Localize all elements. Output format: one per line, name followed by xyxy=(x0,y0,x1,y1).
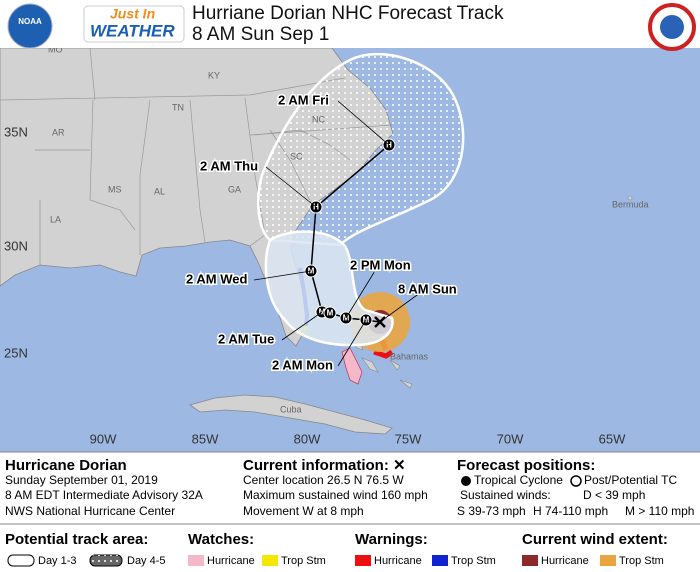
swatch xyxy=(355,555,371,566)
current-heading: Current information: ✕ xyxy=(243,457,406,474)
place-label: Bahamas xyxy=(390,351,429,361)
place-label: Bermuda xyxy=(612,199,649,209)
info-text: H 74-110 mph xyxy=(533,504,608,518)
logo-text: WEATHER xyxy=(90,21,175,40)
logo-text: Just In xyxy=(110,6,155,22)
place-label: AL xyxy=(154,186,165,196)
swatch xyxy=(7,554,35,567)
legend-item: Trop Stm xyxy=(451,555,496,567)
lat-label: 30N xyxy=(4,238,28,253)
title: Hurriane Dorian NHC Forecast Track xyxy=(192,3,504,24)
info-text: Post/Potential TC xyxy=(584,473,677,487)
info-text: Sunday September 01, 2019 xyxy=(5,473,158,487)
legend-item: Hurricane xyxy=(207,555,255,567)
nws-logo-inner xyxy=(660,15,684,39)
track-point-label: M xyxy=(319,308,326,317)
info-text: M > 110 mph xyxy=(625,504,694,518)
place-label: SC xyxy=(290,151,303,161)
place-label: KY xyxy=(208,70,220,80)
legend-heading: Warnings: xyxy=(355,531,428,548)
swatch xyxy=(600,555,616,566)
place-label: TN xyxy=(172,102,184,112)
logo-box xyxy=(83,5,185,43)
legend-heading: Current wind extent: xyxy=(522,531,668,548)
lat-label: 25N xyxy=(4,345,28,360)
swatch xyxy=(522,555,538,566)
lon-label: 80W xyxy=(294,431,321,446)
forecast-label: 2 AM Wed xyxy=(186,271,247,286)
track-point-label: M xyxy=(327,309,334,318)
swatch-dots xyxy=(90,555,122,566)
legend-item: Trop Stm xyxy=(619,555,664,567)
swatch xyxy=(262,555,278,566)
noaa-logo xyxy=(7,3,53,49)
swatch xyxy=(188,555,204,566)
place-label: Cuba xyxy=(280,404,302,414)
forecast-label: 2 PM Mon xyxy=(350,257,411,272)
storm-name: Hurricane Dorian xyxy=(5,457,127,474)
forecast-label: 2 AM Thu xyxy=(200,158,258,173)
hurricane-watch xyxy=(341,347,363,385)
track-point-label: H xyxy=(386,141,392,150)
label-leaders xyxy=(253,100,425,367)
info-text: D < 39 mph xyxy=(583,488,645,502)
tc-symbol xyxy=(461,476,471,486)
lat-label: 35N xyxy=(4,124,28,139)
bahamas-islands xyxy=(351,195,633,389)
forecast-heading: Forecast positions: xyxy=(457,457,595,474)
info-text: NWS National Hurricane Center xyxy=(5,504,175,518)
place-label: LA xyxy=(50,214,61,224)
place-label: AR xyxy=(52,127,65,137)
place-label: MO xyxy=(48,44,63,54)
lon-label: 75W xyxy=(395,431,422,446)
legend-item: Day 1-3 xyxy=(38,555,77,567)
legend-heading: Watches: xyxy=(188,531,254,548)
legend-item: Hurricane xyxy=(374,555,422,567)
info-text: Center location 26.5 N 76.5 W xyxy=(243,473,404,487)
legend-item: Trop Stm xyxy=(281,555,326,567)
forecast-label: 2 AM Tue xyxy=(218,331,274,346)
info-text: Maximum sustained wind 160 mph xyxy=(243,488,428,502)
subtitle: 8 AM Sun Sep 1 xyxy=(192,24,329,45)
noaa-text: NOAA xyxy=(18,17,42,26)
track-point-label: H xyxy=(313,203,319,212)
track-point-label: M xyxy=(343,314,350,323)
info-text: Sustained winds: xyxy=(460,488,551,502)
lon-label: 90W xyxy=(90,431,117,446)
forecast-label: 2 AM Fri xyxy=(278,92,329,107)
track-point-label: M xyxy=(308,267,315,276)
post-tc-symbol xyxy=(570,475,582,487)
info-text: Tropical Cyclone xyxy=(474,473,563,487)
place-label: NC xyxy=(312,114,325,124)
place-label: GA xyxy=(228,184,241,194)
info-text: 8 AM EDT Intermediate Advisory 32A xyxy=(5,488,203,502)
forecast-label: 8 AM Sun xyxy=(398,281,457,296)
forecast-label: 2 AM Mon xyxy=(272,357,333,372)
lon-label: 70W xyxy=(497,431,524,446)
cone-day-4-5 xyxy=(257,52,465,247)
legend-item: Day 4-5 xyxy=(127,555,166,567)
legend-heading: Potential track area: xyxy=(5,531,148,548)
lon-label: 85W xyxy=(192,431,219,446)
legend-item: Hurricane xyxy=(541,555,589,567)
track-point xyxy=(323,306,337,320)
swatch xyxy=(432,555,448,566)
info-text: S 39-73 mph xyxy=(457,504,526,518)
lon-label: 65W xyxy=(599,431,626,446)
info-text: Movement W at 8 mph xyxy=(243,504,364,518)
place-label: MS xyxy=(108,184,122,194)
cuba xyxy=(189,394,393,435)
